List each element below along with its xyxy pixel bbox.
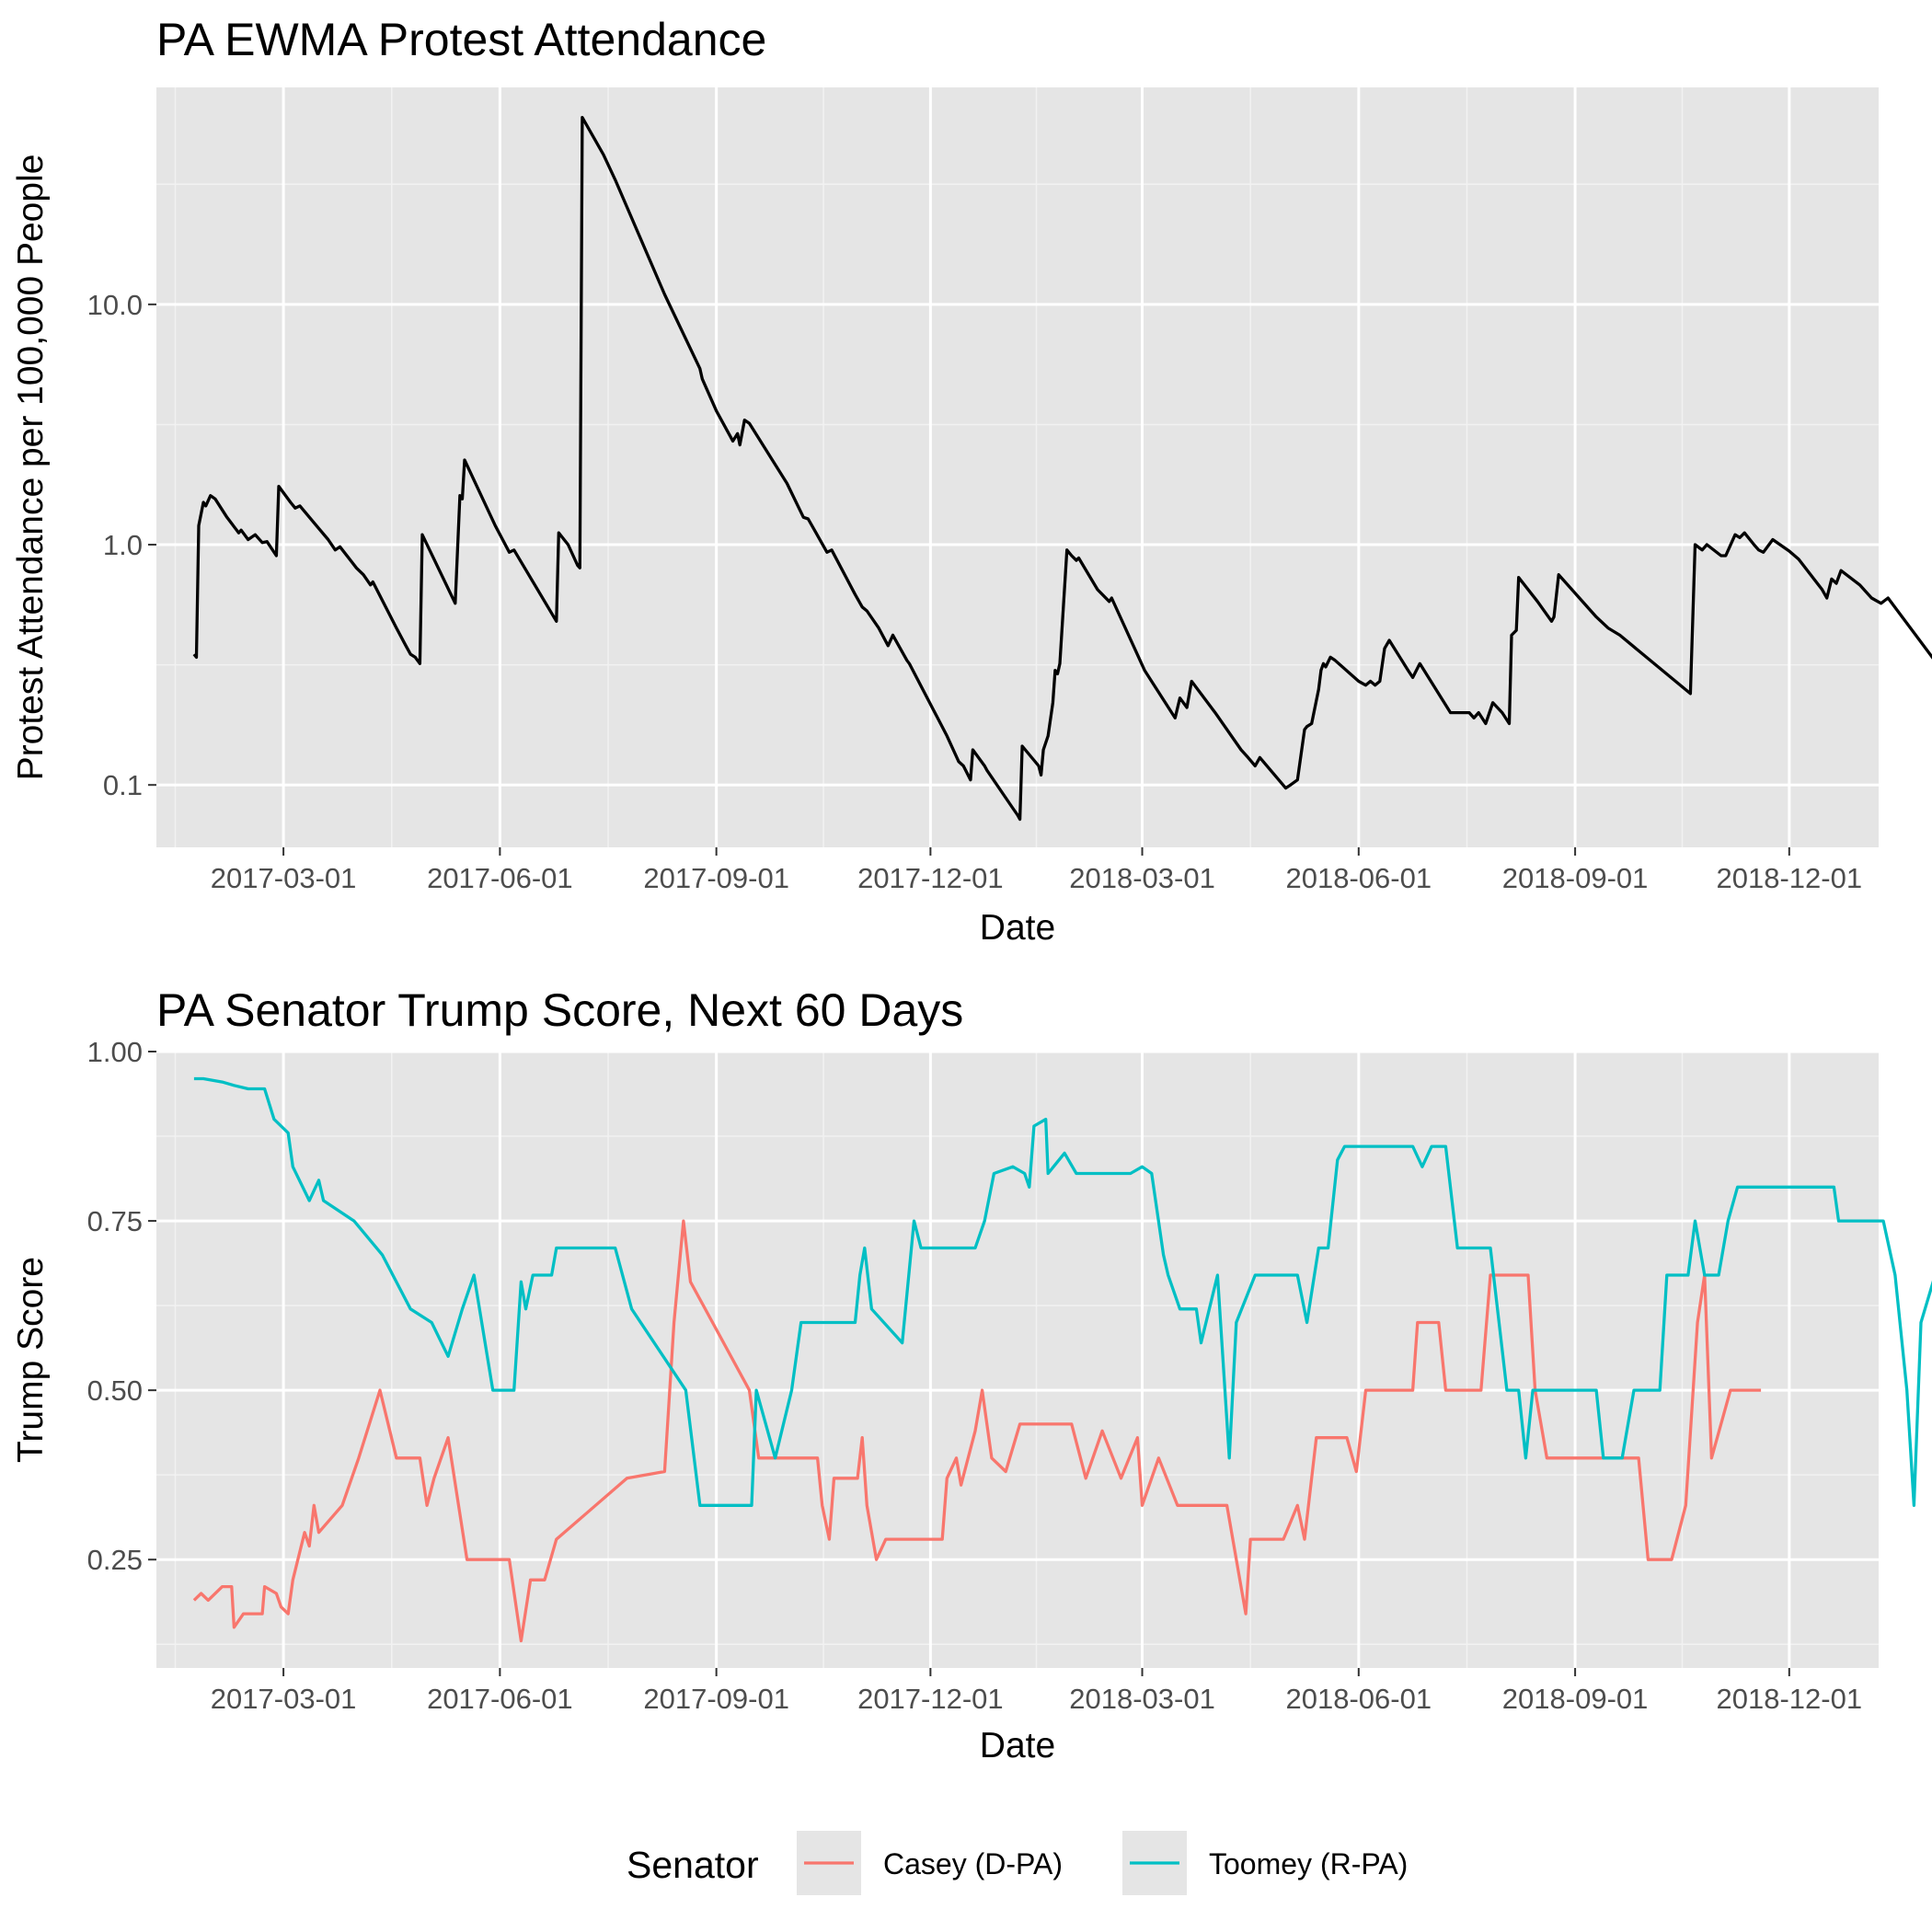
chart-panel-1: 0.1 1.0 10.0 2017-03-01 2017-06-01 2017-09-01… [11, 14, 1932, 948]
x-tick-label: 2018-06-01 [1286, 1683, 1432, 1715]
y-tick-label: 0.25 [87, 1544, 143, 1576]
x-tick-label: 2018-03-01 [1069, 862, 1215, 894]
x-tick-label: 2018-09-01 [1502, 1683, 1649, 1715]
chart-title: PA Senator Trump Score, Next 60 Days [156, 984, 963, 1036]
legend-label-casey: Casey (D-PA) [883, 1847, 1063, 1880]
x-tick-label: 2017-09-01 [643, 862, 789, 894]
chart-title: PA EWMA Protest Attendance [156, 14, 766, 65]
y-tick-label: 0.1 [103, 769, 143, 801]
x-tick-label: 2017-09-01 [643, 1683, 789, 1715]
x-tick-label: 2018-09-01 [1502, 862, 1649, 894]
x-tick-label: 2018-12-01 [1717, 1683, 1863, 1715]
legend: Senator Casey (D-PA) Toomey (R-PA) [627, 1831, 1408, 1895]
x-tick-label: 2017-06-01 [427, 862, 573, 894]
x-tick-label: 2017-03-01 [211, 862, 357, 894]
panel-background [156, 1052, 1879, 1668]
series-line-protest-attendance [192, 115, 1932, 822]
x-tick-label: 2017-12-01 [857, 1683, 1004, 1715]
x-axis-title: Date [980, 1726, 1055, 1765]
series-line-toomey [193, 1076, 1932, 1507]
x-tick-label: 2018-12-01 [1717, 862, 1863, 894]
legend-title: Senator [627, 1844, 759, 1886]
series-line-casey [192, 1219, 1762, 1643]
x-tick-label: 2017-03-01 [211, 1683, 357, 1715]
x-axis-title: Date [980, 908, 1055, 948]
x-tick-label: 2018-03-01 [1069, 1683, 1215, 1715]
x-tick-label: 2018-06-01 [1286, 862, 1432, 894]
panel-background [156, 87, 1879, 847]
x-tick-label: 2017-12-01 [857, 862, 1004, 894]
y-axis-title: Trump Score [11, 1257, 51, 1463]
y-tick-label: 0.75 [87, 1205, 143, 1237]
chart-panel-2: 0.25 0.50 0.75 1.00 2017-03-01 2017-06-01 2017… [11, 984, 1932, 1765]
legend-label-toomey: Toomey (R-PA) [1209, 1847, 1408, 1880]
y-tick-label: 0.50 [87, 1374, 143, 1407]
y-tick-label: 1.0 [103, 529, 143, 561]
x-tick-label: 2017-06-01 [427, 1683, 573, 1715]
y-tick-label: 1.00 [87, 1036, 143, 1068]
y-axis-title: Protest Attendance per 100,000 People [11, 155, 51, 781]
y-tick-label: 10.0 [87, 289, 143, 321]
